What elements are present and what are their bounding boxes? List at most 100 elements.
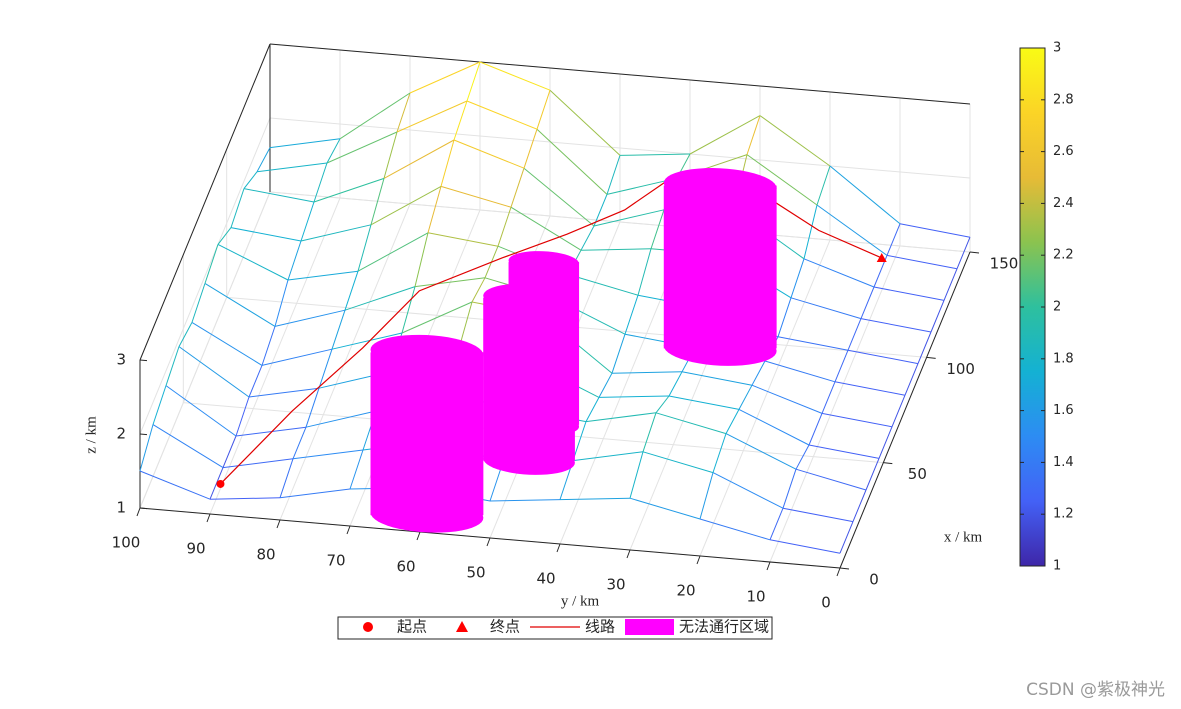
obstacle-top — [370, 334, 484, 370]
y-tick-label: 70 — [326, 552, 345, 570]
mesh-edge — [401, 286, 416, 334]
colorbar-tick-label: 1.2 — [1053, 507, 1074, 522]
obstacle-body — [483, 297, 575, 461]
colorbar-tick-label: 2.2 — [1053, 248, 1074, 263]
mesh-edge — [580, 225, 595, 251]
mesh-edge — [523, 129, 538, 169]
mesh-edge — [300, 224, 372, 242]
legend-label: 无法通行区域 — [679, 618, 769, 635]
mesh-edge — [349, 449, 364, 490]
mesh-edge — [803, 258, 875, 288]
mesh-edge — [523, 167, 595, 227]
mesh-edge — [629, 451, 644, 499]
mesh-edge — [593, 209, 665, 227]
mesh-edge — [440, 185, 512, 208]
y-tick — [836, 567, 841, 577]
y-tick — [416, 531, 421, 541]
mesh-edge — [904, 363, 919, 396]
mesh-edge — [339, 92, 411, 140]
colorbar: 1 1.2 1.4 1.6 1.8 2 2.2 2.4 2.6 2.8 3 — [1019, 41, 1074, 574]
mesh-edge — [746, 154, 818, 206]
mesh-edge — [598, 395, 670, 398]
mesh-edge — [795, 468, 867, 491]
mesh-edge — [217, 227, 232, 245]
mesh-edge — [292, 449, 364, 460]
mesh-edge — [738, 408, 810, 446]
mesh-edge — [559, 497, 631, 501]
watermark: CSDN @紫极神光 — [1026, 680, 1165, 700]
mesh-edge — [795, 444, 810, 470]
mesh-edge — [572, 451, 644, 462]
z-tick-label: 2 — [116, 425, 126, 443]
obstacle-body — [370, 352, 484, 516]
mesh-edge — [370, 185, 442, 226]
mesh-edge — [466, 100, 538, 130]
mesh-edge — [759, 115, 831, 167]
mesh-edge — [655, 395, 670, 414]
z-tick-label: 3 — [116, 351, 126, 369]
mesh-edge — [769, 508, 784, 540]
y-tick — [556, 543, 561, 553]
mesh-edge — [580, 248, 652, 251]
y-tick-label: 30 — [606, 576, 625, 594]
mesh-edge — [274, 279, 289, 327]
y-tick-label: 20 — [676, 582, 695, 600]
mesh-edge — [139, 424, 154, 472]
mesh-edge — [699, 472, 714, 520]
mesh-edge — [396, 92, 411, 133]
mesh-edge — [230, 227, 302, 242]
mesh-edge — [816, 204, 888, 256]
mesh-edge — [287, 240, 302, 281]
mesh-edge — [746, 115, 761, 155]
mesh-edge — [834, 350, 849, 382]
axis-line — [139, 43, 271, 361]
mesh-edge — [235, 426, 307, 437]
mesh-edge — [891, 395, 906, 427]
mesh-edge — [269, 138, 341, 149]
mesh-edge — [222, 435, 237, 468]
mesh-edge — [764, 360, 836, 383]
mesh-edge — [777, 336, 849, 351]
mesh-edge — [230, 188, 245, 228]
mesh-edge — [489, 499, 561, 502]
mesh-edge — [956, 237, 971, 269]
y-tick — [136, 507, 141, 517]
mesh-edge — [642, 451, 714, 474]
mesh-edge — [344, 271, 359, 311]
mesh-edge — [598, 372, 613, 398]
mesh-edge — [816, 165, 831, 206]
mesh-edge — [777, 297, 792, 337]
mesh-edge — [637, 248, 652, 296]
colorbar-tick-label: 3 — [1053, 41, 1061, 56]
y-tick — [486, 537, 491, 547]
colorbar-tick-label: 2.8 — [1053, 92, 1074, 107]
mesh-edge — [839, 521, 854, 554]
mesh-edge — [370, 178, 385, 225]
colorbar-tick-label: 2.6 — [1053, 144, 1074, 159]
mesh-edge — [453, 139, 525, 169]
legend-label: 起点 — [397, 618, 427, 635]
mesh-edge — [567, 273, 639, 296]
mesh-edge — [930, 300, 945, 333]
mesh-edge — [751, 360, 766, 386]
mesh-edge — [305, 410, 377, 428]
mesh-edge — [409, 61, 481, 94]
mesh-edge — [899, 223, 971, 238]
mesh-edge — [712, 472, 784, 509]
colorbar-tick-label: 2 — [1053, 300, 1061, 315]
legend-label: 终点 — [490, 618, 520, 635]
mesh-edge — [549, 89, 621, 156]
mesh-edge — [344, 286, 416, 311]
mesh-edge — [427, 186, 442, 233]
y-tick-label: 40 — [536, 570, 555, 588]
mesh-edge — [536, 90, 551, 130]
mesh-edge — [782, 469, 797, 509]
mesh-edge — [751, 384, 823, 414]
mesh-edge — [873, 286, 945, 301]
legend-symbol — [625, 619, 674, 635]
y-tick — [766, 561, 771, 571]
mesh-edge — [606, 155, 621, 195]
mesh-edge — [261, 348, 333, 366]
mesh-edge — [536, 128, 608, 195]
